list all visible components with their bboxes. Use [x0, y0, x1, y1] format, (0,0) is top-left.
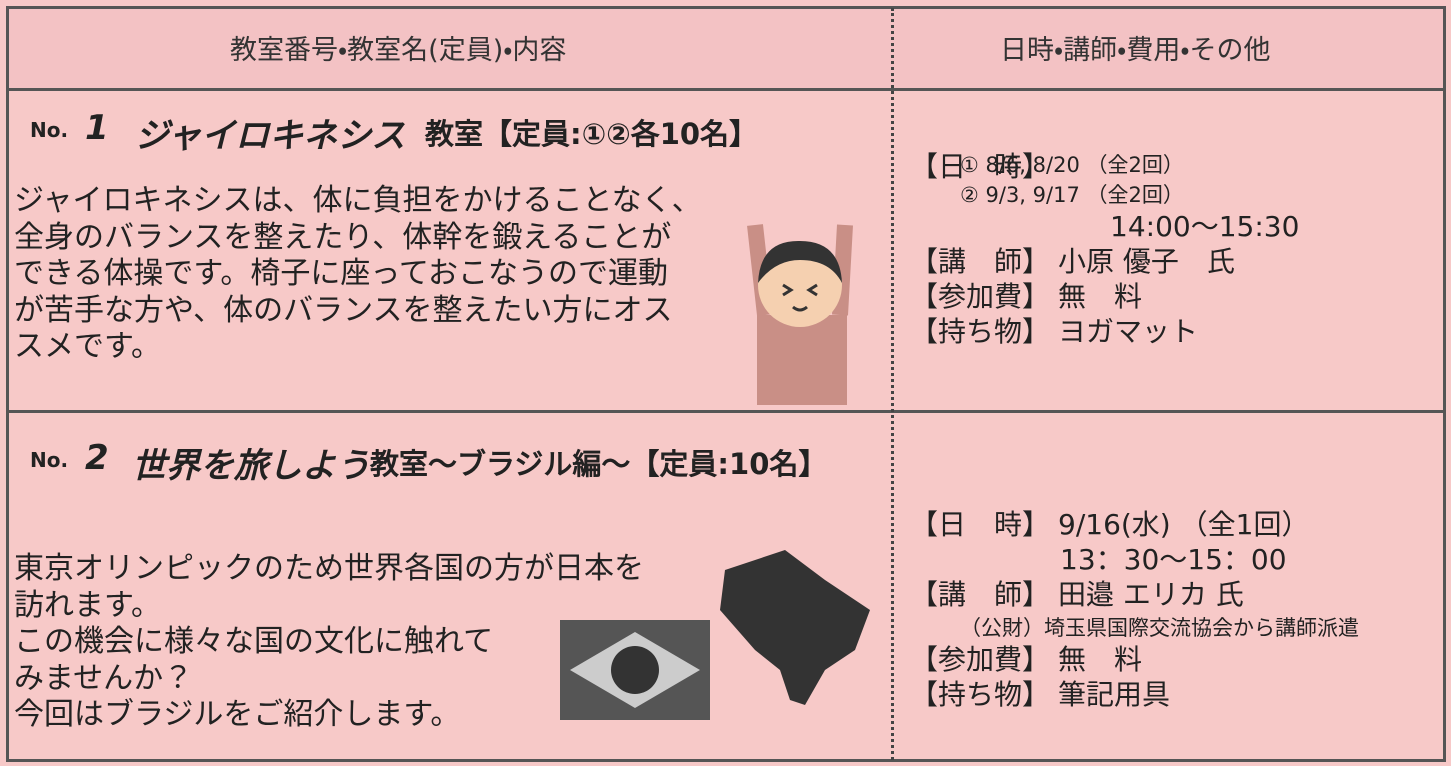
detail-value: 田邉 エリカ 氏: [1058, 578, 1244, 611]
detail-value: 9/16(水) （全1回）: [1058, 508, 1310, 541]
class-name: ジャイロキネシス: [135, 116, 406, 156]
class-name: 世界を旅しよう: [132, 446, 370, 486]
detail-value: 14:00〜15:30: [1110, 210, 1300, 243]
header-row: [8, 8, 1444, 90]
class-no-label: No.: [30, 448, 69, 472]
description-line: ジャイロキネシスは、体に負担をかけることなく、: [14, 183, 702, 218]
detail-value: 筆記用具: [1058, 678, 1171, 711]
description-line: 訪れます。: [14, 587, 161, 623]
detail-value: 小原 優子 氏: [1058, 245, 1235, 278]
detail-label: 【参加費】: [910, 643, 1051, 676]
class-name-suffix: 教室〜ブラジル編〜【定員:10名】: [370, 447, 828, 481]
detail-value: 無 料: [1058, 280, 1143, 313]
detail-note: ① 8/6, 8/20 （全2回）: [960, 153, 1184, 177]
row-divider: [6, 88, 1446, 91]
detail-label: 【参加費】: [910, 280, 1051, 313]
class-no-label: No.: [30, 118, 69, 142]
description-line: が苦手な方や、体のバランスを整えたい方にオス: [14, 292, 673, 328]
detail-note: （公財）埼玉県国際交流協会から講師派遣: [960, 616, 1359, 640]
description-line: 東京オリンピックのため世界各国の方が日本を: [14, 551, 644, 586]
header-right: 日時・講師・費用・その他: [1000, 35, 1271, 66]
row-divider: [6, 410, 1446, 413]
detail-value: ヨガマット: [1058, 315, 1199, 348]
detail-note: ② 9/3, 9/17 （全2回）: [960, 183, 1184, 207]
description-line: この機会に様々な国の文化に触れて: [14, 624, 494, 659]
description-line: スメです。: [14, 329, 161, 364]
exercise-illustration: [747, 224, 853, 405]
class-name-suffix: 教室【定員:①②各10名】: [425, 117, 759, 151]
description-line: できる体操です。椅子に座っておこなうので運動: [14, 256, 668, 291]
table-border: [6, 6, 1446, 762]
description-line: 今回はブラジルをご紹介します。: [14, 697, 461, 732]
detail-label: 【講 師】: [910, 578, 1051, 611]
description-line: みませんか？: [14, 660, 194, 696]
detail-label: 【日 時】: [910, 508, 1051, 541]
detail-label: 【日 時】: [910, 150, 1051, 183]
detail-value: 13：30〜15：00: [1060, 543, 1287, 576]
description-line: 全身のバランスを整えたり、体幹を鍛えることが: [14, 219, 672, 255]
header-left: 教室番号・教室名(定員)・内容: [230, 35, 567, 66]
detail-label: 【持ち物】: [910, 315, 1051, 348]
detail-value: 無 料: [1058, 643, 1143, 676]
detail-label: 【持ち物】: [910, 678, 1051, 711]
brazil-illustration: [560, 550, 870, 720]
class-number: 2: [85, 438, 109, 478]
detail-label: 【講 師】: [910, 245, 1051, 278]
class-number: 1: [85, 108, 109, 148]
column-divider: [891, 8, 894, 760]
